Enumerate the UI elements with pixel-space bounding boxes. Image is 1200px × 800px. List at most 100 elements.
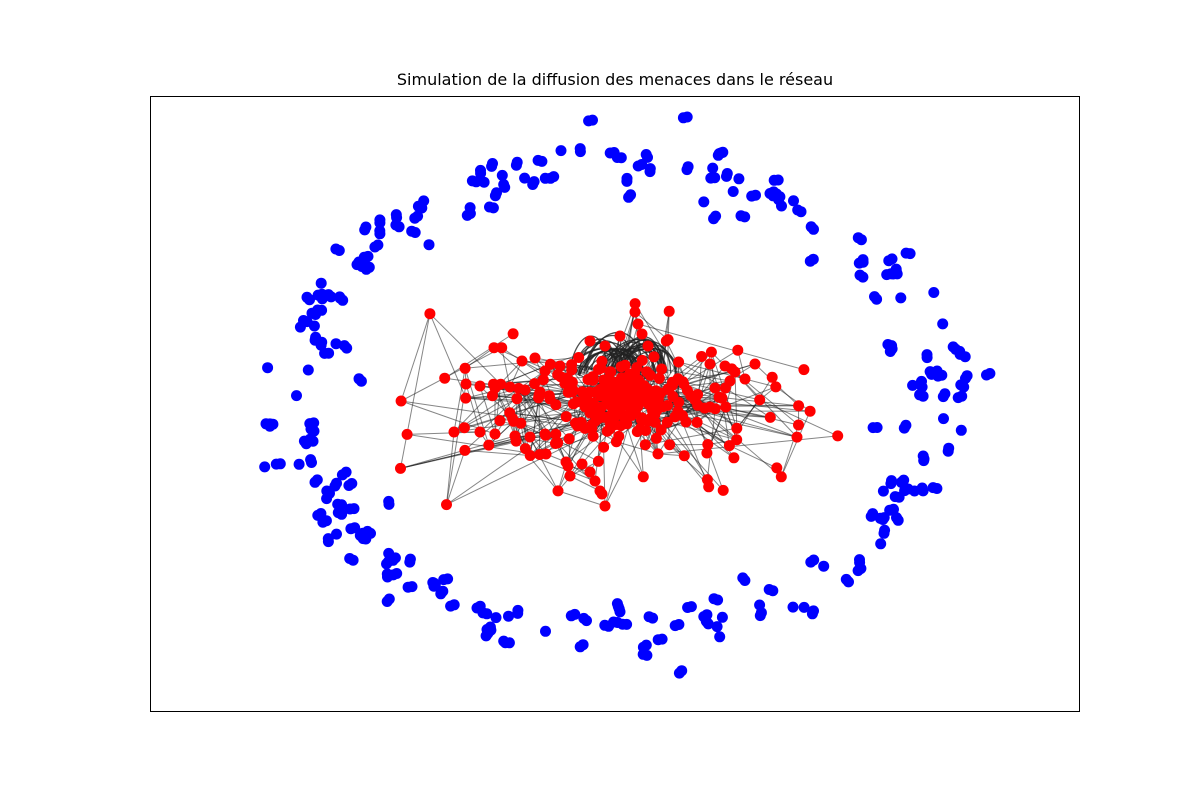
infected-node bbox=[629, 298, 641, 310]
infected-node bbox=[564, 470, 576, 482]
safe-node bbox=[536, 155, 548, 167]
infected-node bbox=[515, 417, 527, 429]
safe-node bbox=[338, 340, 350, 352]
infected-node bbox=[703, 481, 715, 493]
safe-node bbox=[632, 160, 644, 172]
infected-node bbox=[636, 328, 648, 340]
safe-node bbox=[404, 553, 416, 565]
infected-node bbox=[595, 362, 607, 374]
safe-node bbox=[409, 227, 421, 238]
safe-node bbox=[733, 173, 745, 185]
safe-node bbox=[958, 381, 970, 393]
safe-node bbox=[603, 620, 615, 632]
infected-node bbox=[439, 372, 451, 384]
safe-node bbox=[900, 419, 912, 431]
infected-node bbox=[614, 330, 626, 342]
safe-node bbox=[854, 557, 866, 569]
safe-node bbox=[918, 455, 930, 467]
safe-node bbox=[878, 512, 890, 524]
safe-node bbox=[437, 585, 449, 597]
safe-node-layer bbox=[259, 111, 996, 679]
network-edge bbox=[524, 383, 565, 391]
plot-area bbox=[150, 96, 1080, 712]
network-graph bbox=[150, 96, 1080, 712]
infected-node bbox=[563, 433, 575, 445]
safe-node bbox=[438, 574, 450, 586]
safe-node bbox=[298, 315, 309, 326]
safe-node bbox=[308, 417, 320, 429]
infected-node bbox=[749, 358, 761, 370]
network-edge bbox=[557, 490, 606, 507]
safe-node bbox=[886, 253, 898, 265]
safe-node bbox=[608, 147, 620, 158]
safe-node bbox=[499, 181, 511, 193]
safe-node bbox=[555, 145, 567, 157]
safe-node bbox=[708, 593, 720, 605]
network-edge bbox=[569, 475, 601, 492]
infected-node bbox=[524, 431, 536, 443]
infected-node bbox=[554, 360, 566, 372]
infected-node bbox=[539, 365, 551, 377]
infected-node bbox=[550, 428, 562, 440]
safe-node bbox=[477, 607, 489, 619]
infected-node bbox=[673, 356, 685, 368]
infected-node bbox=[648, 351, 660, 363]
infected-node bbox=[732, 344, 744, 356]
safe-node bbox=[895, 476, 907, 488]
infected-node bbox=[589, 475, 601, 487]
safe-node bbox=[805, 556, 817, 568]
safe-node bbox=[330, 243, 342, 255]
infected-node bbox=[570, 417, 581, 429]
infected-node bbox=[581, 387, 593, 399]
safe-node bbox=[764, 188, 776, 199]
infected-node bbox=[709, 382, 721, 394]
safe-node bbox=[304, 433, 316, 445]
infected-node bbox=[639, 439, 651, 451]
infected-node bbox=[537, 374, 549, 386]
safe-node bbox=[578, 612, 590, 624]
infected-node bbox=[560, 456, 572, 468]
safe-node bbox=[329, 480, 341, 492]
safe-node bbox=[914, 389, 926, 401]
infected-node bbox=[395, 395, 407, 407]
safe-node bbox=[412, 210, 424, 222]
infected-node bbox=[507, 413, 519, 424]
network-edge bbox=[736, 399, 761, 429]
infected-node bbox=[507, 328, 519, 340]
infected-node bbox=[598, 374, 610, 386]
safe-node bbox=[804, 255, 816, 267]
safe-node bbox=[700, 615, 712, 627]
infected-node bbox=[644, 369, 656, 381]
infected-node bbox=[539, 428, 551, 440]
safe-node bbox=[356, 261, 368, 272]
safe-node bbox=[487, 202, 499, 214]
safe-node bbox=[391, 568, 403, 579]
infected-node bbox=[793, 400, 805, 412]
safe-node bbox=[673, 619, 685, 630]
network-edge bbox=[520, 422, 558, 444]
network-edge bbox=[400, 313, 431, 402]
safe-node bbox=[623, 191, 635, 203]
infected-node bbox=[804, 405, 816, 417]
safe-node bbox=[574, 146, 586, 158]
infected-node bbox=[678, 378, 690, 390]
axes-frame bbox=[150, 96, 1080, 712]
safe-node bbox=[806, 608, 818, 620]
safe-node bbox=[746, 190, 758, 202]
safe-node bbox=[938, 413, 949, 425]
safe-node bbox=[332, 498, 344, 510]
safe-node bbox=[737, 572, 749, 584]
infected-node bbox=[798, 364, 810, 376]
safe-node bbox=[776, 200, 787, 212]
safe-node bbox=[466, 175, 478, 187]
safe-node bbox=[336, 469, 348, 481]
safe-node bbox=[871, 293, 883, 305]
safe-node bbox=[423, 239, 435, 251]
infected-node bbox=[724, 375, 736, 387]
network-edge bbox=[514, 397, 540, 437]
network-edge bbox=[444, 333, 514, 379]
infected-node bbox=[669, 411, 681, 423]
safe-node bbox=[716, 611, 728, 623]
infected-node bbox=[579, 422, 591, 434]
infected-node bbox=[655, 424, 667, 436]
